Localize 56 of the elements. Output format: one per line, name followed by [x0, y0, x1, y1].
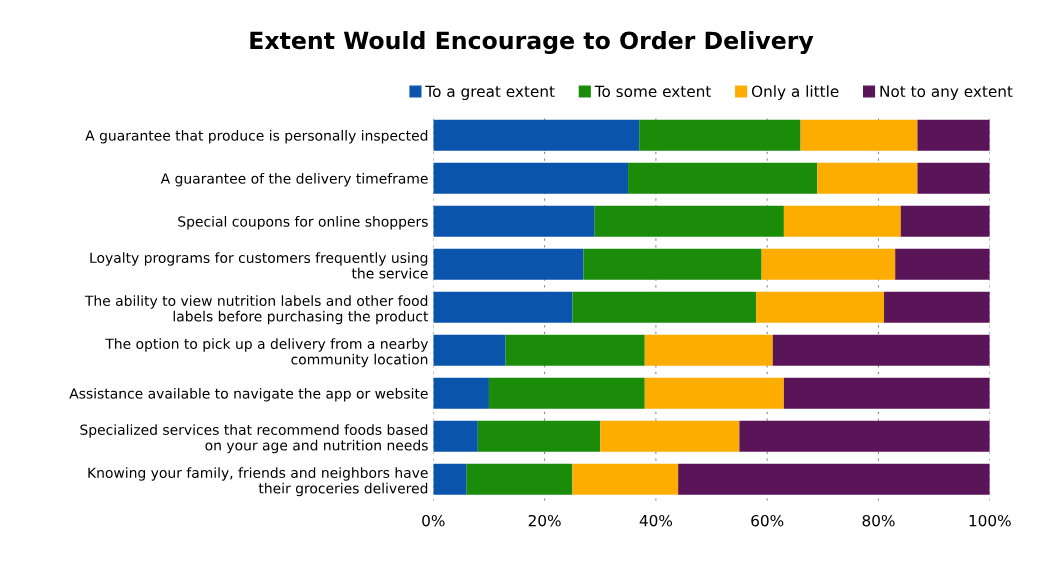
bar	[433, 291, 573, 323]
x-tick-label: 100%	[969, 514, 1011, 527]
chart-title: Extent Would Encourage to Order Delivery	[250, 31, 814, 55]
x-tick-label: 0%	[422, 514, 445, 527]
bar	[572, 463, 679, 495]
y-tick-label: A guarantee that produce is personally inspected	[85, 130, 428, 144]
bar	[433, 248, 584, 280]
bar	[433, 377, 489, 409]
bar	[433, 162, 629, 194]
bar	[783, 377, 990, 409]
y-tick-label: Special coupons for online shoppers	[178, 216, 428, 230]
bar	[917, 162, 990, 194]
bar	[900, 205, 990, 237]
y-tick-label: Specialized services that recommend foods based on your age and nutrition needs	[80, 424, 428, 454]
bar	[917, 119, 990, 151]
legend-label: Only a little	[751, 85, 839, 101]
bar	[433, 463, 467, 495]
y-tick-label: Knowing your family, friends and neighbors have their groceries delivered	[88, 467, 428, 497]
bar	[594, 205, 784, 237]
y-tick-label: A guarantee of the delivery timeframe	[160, 173, 428, 187]
bar	[433, 205, 595, 237]
y-tick-label: The ability to view nutrition labels and other food labels before purchasing the product	[84, 295, 429, 325]
bar	[466, 463, 573, 495]
bar	[433, 334, 506, 366]
bar	[678, 463, 990, 495]
y-tick-label: Assistance available to navigate the app or website	[69, 387, 428, 402]
x-tick-label: 40%	[639, 514, 673, 527]
bar	[505, 334, 645, 366]
bar	[783, 205, 901, 237]
legend-label: Not to any extent	[880, 85, 1013, 101]
bar	[477, 420, 601, 452]
bar	[761, 248, 896, 280]
bar	[600, 420, 740, 452]
bar	[772, 334, 990, 366]
bar	[644, 377, 784, 409]
bar	[739, 420, 990, 452]
bar	[800, 119, 918, 151]
bar	[639, 119, 801, 151]
legend-label: To a great extent	[425, 85, 555, 101]
bar	[817, 162, 918, 194]
y-tick-label: The option to pick up a delivery from a nearby community location	[105, 338, 429, 368]
bar	[433, 119, 640, 151]
bar	[583, 248, 762, 280]
x-tick-label: 60%	[751, 514, 784, 527]
bar	[884, 291, 990, 323]
bar	[488, 377, 645, 409]
bar	[572, 291, 757, 323]
x-tick-label: 80%	[862, 514, 895, 527]
bar	[895, 248, 990, 280]
bar	[433, 420, 478, 452]
legend-label: To some extent	[594, 85, 711, 98]
bar	[628, 162, 818, 194]
y-tick-label: Loyalty programs for customers frequently using the service	[90, 252, 428, 279]
x-tick-label: 20%	[528, 514, 561, 527]
bar	[756, 291, 885, 323]
bar	[644, 334, 773, 366]
